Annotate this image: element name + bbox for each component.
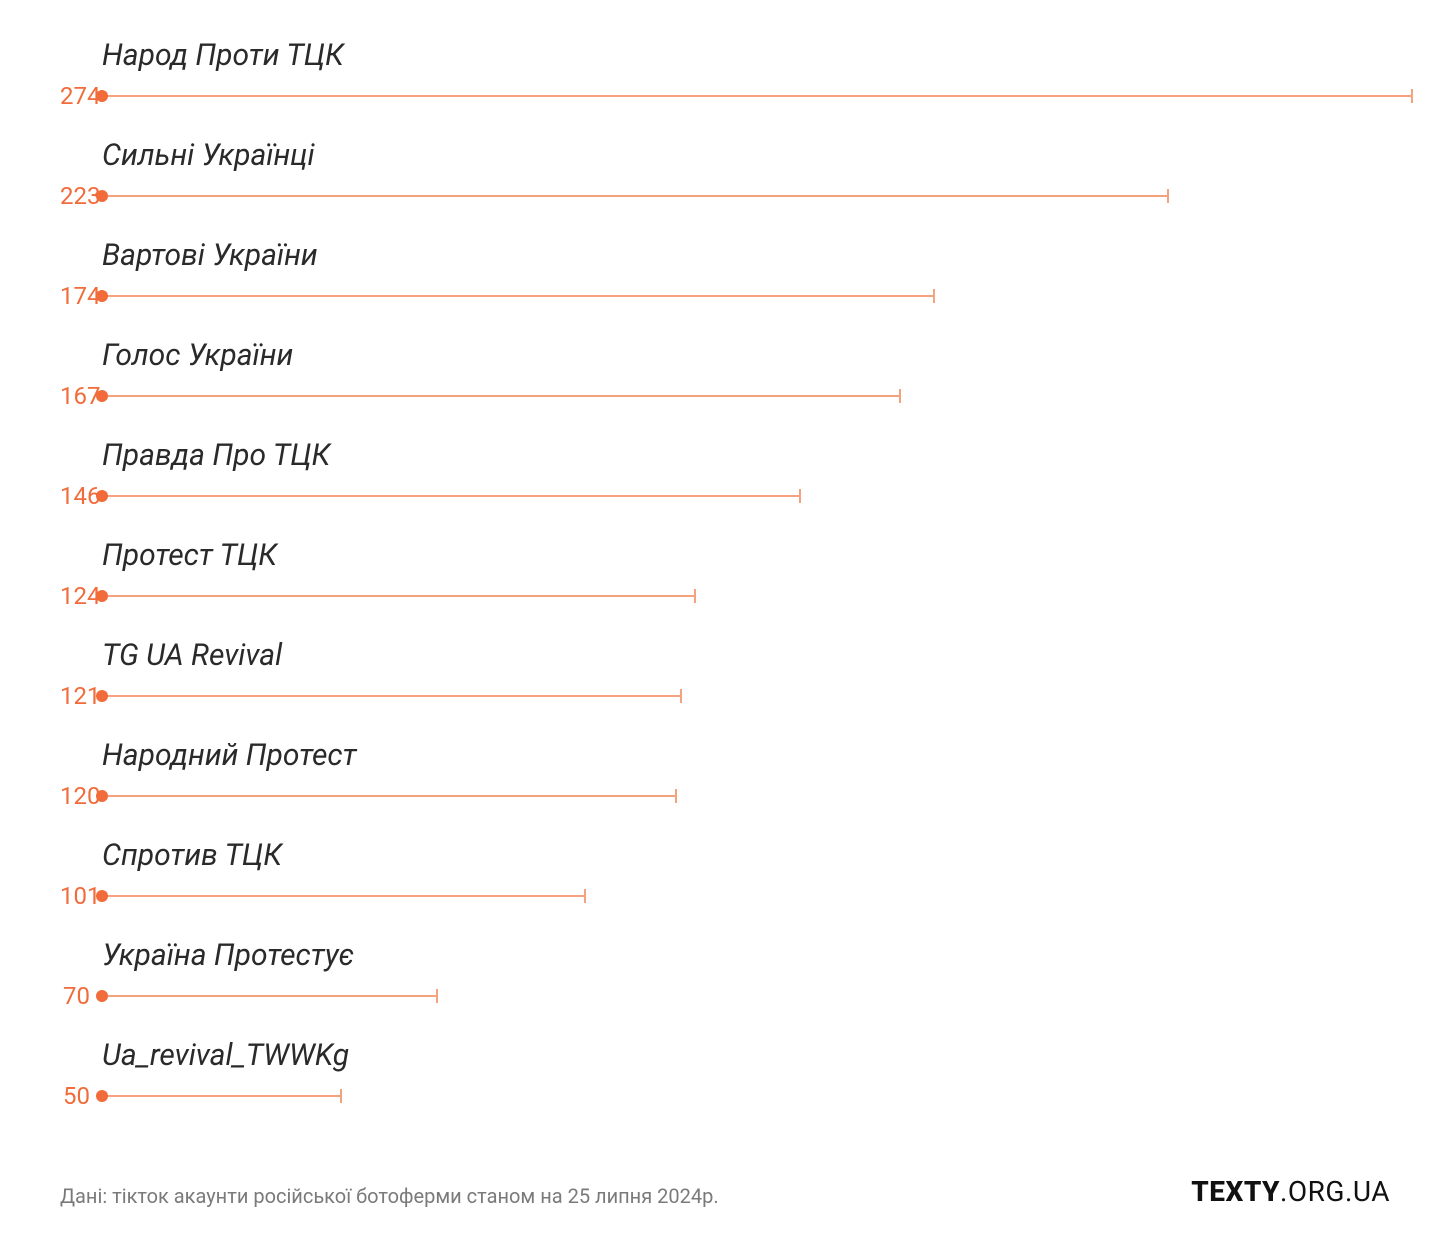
lollipop-endcap <box>933 289 935 303</box>
chart-row: Народний Протест 120 <box>60 730 1390 828</box>
lollipop-dot <box>96 990 108 1002</box>
lollipop-endcap <box>694 589 696 603</box>
chart-row: Сильні Українці 223 <box>60 130 1390 228</box>
row-value: 146 <box>60 482 90 510</box>
lollipop-stem <box>102 495 800 497</box>
chart-row: TG UA Revival 121 <box>60 630 1390 728</box>
row-value: 223 <box>60 182 90 210</box>
row-value: 124 <box>60 582 90 610</box>
brand-light: .ORG.UA <box>1280 1175 1390 1208</box>
lollipop-stem <box>102 395 900 397</box>
row-label: Протест ТЦК <box>102 538 277 573</box>
brand-logo: TEXTY.ORG.UA <box>1191 1175 1390 1208</box>
chart-row: Ua_revival_TWWKg 50 <box>60 1030 1390 1128</box>
row-value: 120 <box>60 782 90 810</box>
lollipop-dot <box>96 290 108 302</box>
lollipop-dot <box>96 490 108 502</box>
lollipop <box>102 990 437 1002</box>
lollipop <box>102 190 1168 202</box>
row-value: 70 <box>60 982 90 1010</box>
row-label: Спротив ТЦК <box>102 838 282 873</box>
chart-row: Правда Про ТЦК 146 <box>60 430 1390 528</box>
lollipop-stem <box>102 795 676 797</box>
brand-strong: TEXTY <box>1191 1175 1280 1208</box>
lollipop-chart: Народ Проти ТЦК 274 Сильні Українці 223 Варт… <box>60 30 1390 1128</box>
row-label: TG UA Revival <box>102 638 282 673</box>
chart-row: Вартові України 174 <box>60 230 1390 328</box>
lollipop-dot <box>96 1090 108 1102</box>
row-value: 101 <box>60 882 90 910</box>
chart-row: Голос України 167 <box>60 330 1390 428</box>
lollipop-stem <box>102 695 681 697</box>
lollipop <box>102 1090 341 1102</box>
lollipop-dot <box>96 190 108 202</box>
lollipop <box>102 690 681 702</box>
lollipop-endcap <box>675 789 677 803</box>
lollipop-endcap <box>899 389 901 403</box>
row-value: 274 <box>60 82 90 110</box>
lollipop-dot <box>96 690 108 702</box>
lollipop-endcap <box>799 489 801 503</box>
row-label: Народ Проти ТЦК <box>102 38 344 73</box>
lollipop-stem <box>102 595 695 597</box>
row-value: 50 <box>60 1082 90 1110</box>
lollipop-stem <box>102 295 934 297</box>
lollipop-stem <box>102 895 585 897</box>
chart-row: Народ Проти ТЦК 274 <box>60 30 1390 128</box>
lollipop-dot <box>96 590 108 602</box>
lollipop-dot <box>96 790 108 802</box>
lollipop <box>102 290 934 302</box>
lollipop-endcap <box>584 889 586 903</box>
lollipop-stem <box>102 1095 341 1097</box>
row-label: Вартові України <box>102 238 318 273</box>
lollipop-endcap <box>1167 189 1169 203</box>
row-value: 121 <box>60 682 90 710</box>
chart-row: Україна Протестує 70 <box>60 930 1390 1028</box>
lollipop-endcap <box>436 989 438 1003</box>
lollipop-endcap <box>340 1089 342 1103</box>
chart-row: Спротив ТЦК 101 <box>60 830 1390 928</box>
chart-row: Протест ТЦК 124 <box>60 530 1390 628</box>
lollipop-dot <box>96 90 108 102</box>
row-label: Сильні Українці <box>102 138 315 173</box>
lollipop-stem <box>102 195 1168 197</box>
chart-footer: Дані: тікток акаунти російської ботоферм… <box>60 1175 1390 1208</box>
row-label: Правда Про ТЦК <box>102 438 330 473</box>
lollipop-stem <box>102 95 1412 97</box>
lollipop-stem <box>102 995 437 997</box>
lollipop <box>102 790 676 802</box>
row-label: Україна Протестує <box>102 938 354 973</box>
data-source-text: Дані: тікток акаунти російської ботоферм… <box>60 1184 719 1208</box>
lollipop-dot <box>96 890 108 902</box>
lollipop <box>102 890 585 902</box>
row-label: Народний Протест <box>102 738 357 773</box>
lollipop <box>102 390 900 402</box>
lollipop <box>102 490 800 502</box>
row-label: Ua_revival_TWWKg <box>102 1038 349 1073</box>
lollipop <box>102 90 1412 102</box>
row-value: 167 <box>60 382 90 410</box>
lollipop <box>102 590 695 602</box>
lollipop-endcap <box>680 689 682 703</box>
lollipop-endcap <box>1411 89 1413 103</box>
lollipop-dot <box>96 390 108 402</box>
row-label: Голос України <box>102 338 293 373</box>
row-value: 174 <box>60 282 90 310</box>
